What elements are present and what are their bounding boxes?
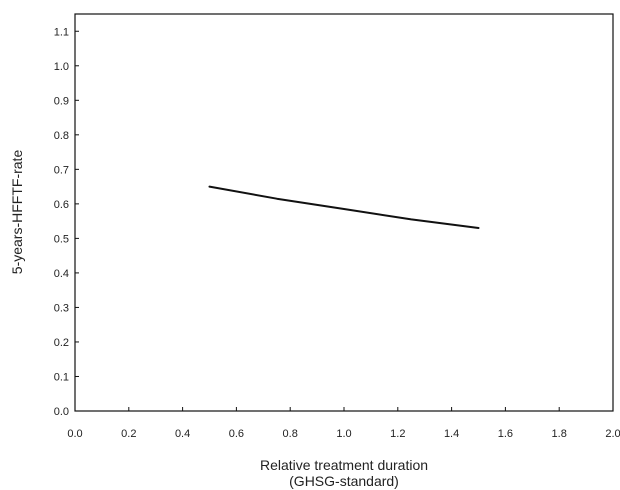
y-axis-ticks: 0.0 0.1 0.2 0.3 0.4 0.5 0.6 0.7 0.8 0.9 1.0 1.1: [54, 26, 79, 418]
y-tick-label: 0.0: [54, 406, 69, 418]
y-tick-label: 0.6: [54, 199, 69, 211]
y-tick-label: 0.9: [54, 95, 69, 107]
x-tick-label: 0.6: [229, 428, 244, 440]
y-tick-label: 0.7: [54, 164, 69, 176]
x-tick-label: 1.6: [498, 428, 513, 440]
x-tick-label: 1.2: [390, 428, 405, 440]
x-axis-ticks: 0.0 0.2 0.4 0.6 0.8 1.0 1.2 1.4 1.6 1.8 2.0: [67, 407, 620, 440]
x-axis-subtitle: (GHSG-standard): [289, 473, 399, 489]
y-tick-label: 0.5: [54, 233, 69, 245]
y-tick-label: 0.4: [54, 268, 69, 280]
series-layer: [208, 185, 480, 229]
x-tick-label: 0.2: [121, 428, 136, 440]
x-tick-label: 1.4: [444, 428, 459, 440]
x-tick-label: 1.8: [552, 428, 567, 440]
y-tick-label: 1.1: [54, 26, 69, 38]
y-tick-label: 0.1: [54, 371, 69, 383]
y-tick-label: 0.2: [54, 337, 69, 349]
y-tick-label: 0.8: [54, 130, 69, 142]
series-line: [208, 185, 480, 229]
y-axis-title: 5-years-HFFTF-rate: [9, 150, 25, 275]
x-tick-label: 2.0: [605, 428, 620, 440]
x-tick-label: 0.8: [283, 428, 298, 440]
x-tick-label: 1.0: [336, 428, 351, 440]
plot-frame: [74, 13, 614, 412]
x-tick-label: 0.4: [175, 428, 190, 440]
y-tick-label: 0.3: [54, 302, 69, 314]
y-tick-label: 1.0: [54, 61, 69, 73]
x-tick-label: 0.0: [67, 428, 82, 440]
x-axis-title: Relative treatment duration: [260, 457, 428, 473]
